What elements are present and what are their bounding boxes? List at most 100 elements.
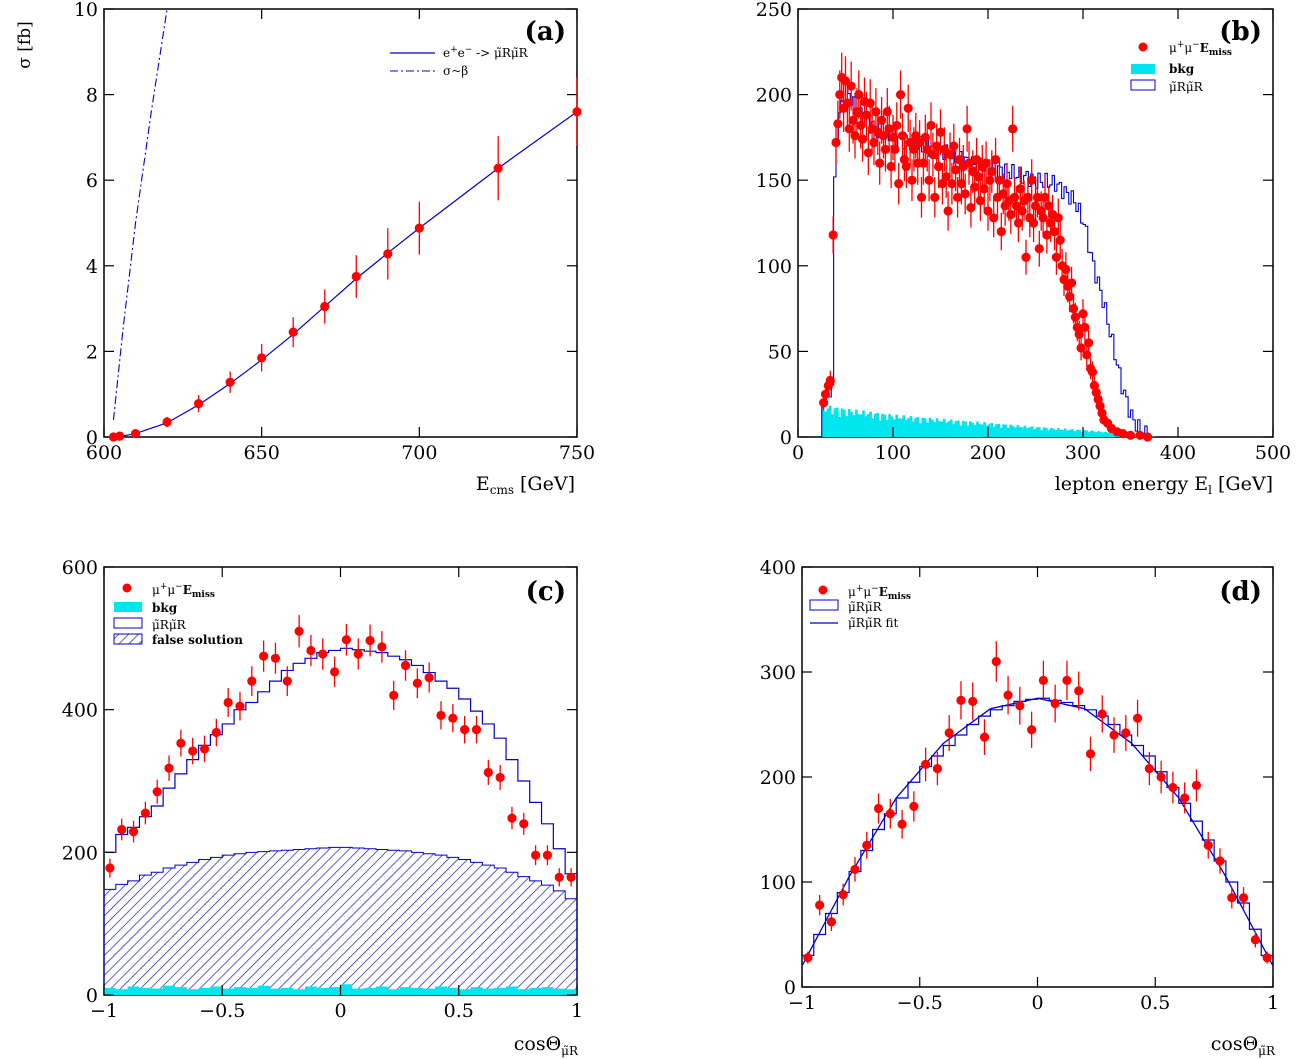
data-point <box>865 98 875 108</box>
bkg-bar <box>893 419 896 437</box>
bkg-bar <box>1037 427 1041 437</box>
bkg-bar <box>897 418 901 437</box>
data-point <box>1203 840 1213 850</box>
data-point <box>365 635 375 646</box>
data-point <box>353 649 363 659</box>
bkg-bar <box>1040 430 1043 437</box>
bkg-bar <box>921 417 925 437</box>
y-tick-label: 0 <box>86 985 98 1007</box>
data-point <box>1118 428 1128 439</box>
y-tick-label: 2 <box>86 341 98 363</box>
data-point <box>945 149 955 160</box>
legend-bkg-swatch <box>1131 64 1155 74</box>
data-point <box>1125 430 1136 440</box>
bkg-bar <box>964 421 967 437</box>
bkg-bar <box>843 409 846 437</box>
data-point <box>270 653 281 663</box>
data-point <box>140 808 150 818</box>
legend-label: false solution <box>152 633 243 647</box>
data-point <box>1121 728 1131 738</box>
data-point <box>176 738 186 748</box>
y-tick-label: 8 <box>86 85 98 107</box>
bkg-bar <box>1080 431 1084 437</box>
data-point <box>1006 209 1016 220</box>
data-point <box>920 132 930 142</box>
data-point <box>318 649 328 659</box>
data-point <box>924 175 934 185</box>
data-point <box>928 149 938 160</box>
data-point <box>152 787 162 797</box>
data-point <box>1144 764 1154 774</box>
data-point <box>1055 235 1065 245</box>
bkg-bar <box>966 425 970 437</box>
y-tick-label: 50 <box>768 341 792 363</box>
panel-b-plot: 0 100 200 300 400 500 0 50 100 150 200 250 <box>756 0 1291 464</box>
panel-d-legend: μ+μ−Emiss μ̃Rμ̃R μ̃Rμ̃R fit <box>809 584 911 630</box>
legend-data-marker <box>818 585 828 595</box>
bkg-bar <box>999 427 1003 437</box>
data-point <box>921 759 931 770</box>
data-point <box>944 728 954 738</box>
data-point <box>1034 244 1044 254</box>
bkg-bar <box>1035 427 1039 437</box>
bkg-bar <box>985 425 989 437</box>
bkg-bar <box>1049 427 1053 437</box>
data-point <box>105 863 115 873</box>
data-point <box>424 672 434 683</box>
legend-label: bkg <box>152 601 178 615</box>
fit-curve <box>801 697 1274 967</box>
legend-bkg-swatch <box>114 602 142 612</box>
data-point <box>188 746 198 756</box>
bkg-bar <box>931 419 934 437</box>
panel-c-label: (c) <box>526 577 566 607</box>
data-point <box>483 767 493 778</box>
data-point <box>1015 184 1025 194</box>
x-tick-label: 650 <box>244 442 280 464</box>
legend-label: μ̃Rμ̃R fit <box>848 616 898 630</box>
data-point <box>826 917 837 927</box>
data-point <box>351 271 361 282</box>
bkg-bar <box>1042 427 1046 437</box>
bkg-bar <box>881 413 884 437</box>
bkg-bar <box>1085 430 1089 437</box>
y-tick-label: 0 <box>86 427 98 449</box>
panel-a-label: (a) <box>525 17 566 47</box>
legend-label: bkg <box>1169 62 1195 76</box>
bkg-bar <box>928 417 932 437</box>
data-point <box>1087 367 1098 377</box>
bkg-bar <box>1007 427 1010 437</box>
data-point <box>880 144 891 154</box>
bkg-bar <box>1028 427 1032 437</box>
data-point <box>519 819 529 829</box>
data-point <box>890 144 900 154</box>
data-point <box>1017 206 1027 216</box>
bkg-bar <box>1026 428 1029 437</box>
y-tick-label: 4 <box>86 256 98 278</box>
bkg-bar <box>852 415 856 437</box>
bkg-bar <box>983 422 986 437</box>
data-point <box>897 131 908 141</box>
data-point <box>1062 675 1072 686</box>
y-tick-label: 0 <box>784 977 796 999</box>
data-point <box>341 635 352 645</box>
panel-a <box>103 8 578 438</box>
data-point <box>956 695 966 705</box>
data-point <box>979 732 990 742</box>
bkg-bar <box>995 424 998 437</box>
data-point <box>975 196 986 206</box>
bkg-bar <box>874 413 877 437</box>
data-point <box>973 172 984 182</box>
data-point <box>1021 252 1031 262</box>
data-point <box>897 819 907 829</box>
data-point <box>1027 725 1037 735</box>
data-point <box>223 697 233 708</box>
data-point <box>970 182 980 192</box>
data-point <box>211 727 221 738</box>
x-tick-label: 0.5 <box>444 1000 474 1022</box>
panel-d-frame <box>801 566 1274 988</box>
signal-histogram <box>802 697 1273 957</box>
bkg-bar <box>990 422 994 437</box>
data-point <box>916 192 927 202</box>
bkg-bar <box>890 416 894 437</box>
data-point <box>828 230 838 240</box>
